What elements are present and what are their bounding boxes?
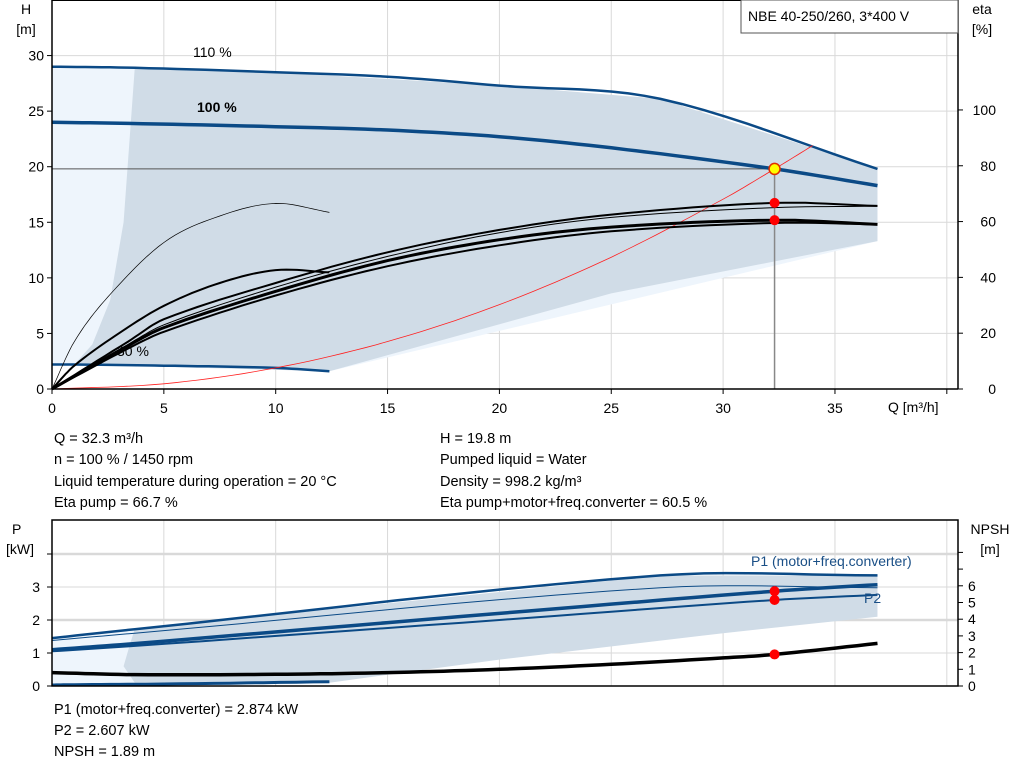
eta-tick-label: 80 (980, 158, 996, 174)
curve-h100 (51, 120, 878, 188)
h-tick-label: 10 (28, 270, 44, 286)
h-tick-label: 15 (28, 214, 44, 230)
curve-h110 (51, 65, 878, 171)
h-tick-label: 5 (36, 325, 44, 341)
label-110: 110 % (193, 44, 232, 60)
label-p2: P2 (864, 590, 881, 606)
q-tick-label: 25 (603, 400, 619, 416)
p-axis-label: P (12, 521, 21, 537)
npsh-tick-label: 1 (968, 661, 976, 677)
curve-eta-pump-30 (51, 268, 330, 390)
operating-region-outer (52, 629, 135, 685)
info-p1: P1 (motor+freq.converter) = 2.874 kW (54, 702, 299, 718)
info-head: H = 19.8 m (440, 431, 512, 447)
curve-npsh-100 (51, 641, 878, 677)
head-efficiency-chart: 0 5 10 15 20 25 30 0 20 40 60 80 100 0 5 10 15 20 25 30 35 (28, 0, 996, 416)
eta-axis-unit: [%] (972, 21, 992, 37)
curve-eta-thin-30 (51, 203, 330, 390)
info-liquid: Pumped liquid = Water (440, 452, 587, 468)
npsh-tick-label: 6 (968, 578, 976, 594)
q-tick-label: 0 (48, 400, 56, 416)
curve-eta-total-100 (51, 218, 878, 391)
npsh-tick-label: 5 (968, 594, 976, 610)
curve-p1-110 (51, 571, 878, 640)
label-p1: P1 (motor+freq.converter) (751, 553, 912, 569)
eta-axis-label: eta (972, 1, 992, 17)
p-tick-label: 1 (32, 645, 40, 661)
q-tick-label: 5 (160, 400, 168, 416)
title-box (740, 0, 959, 34)
info-eta-total: Eta pump+motor+freq.converter = 60.5 % (440, 495, 708, 511)
info-eta-pump: Eta pump = 66.7 % (54, 495, 178, 511)
info-flow: Q = 32.3 m³/h (54, 431, 144, 447)
h-tick-label: 20 (28, 159, 44, 175)
plot-frame (51, 519, 959, 687)
p-axis-unit: [kW] (6, 541, 34, 557)
npsh-tick-label: 3 (968, 628, 976, 644)
eta-pump-point (769, 197, 780, 208)
npsh-axis-label: NPSH (971, 521, 1010, 537)
npsh-tick-label: 0 (968, 678, 976, 694)
q-axis-label: Q [m³/h] (888, 399, 939, 415)
curve-eta-total-110 (51, 221, 878, 390)
info-temperature: Liquid temperature during operation = 20… (54, 474, 337, 490)
h-tick-label: 30 (28, 48, 44, 64)
h-axis-unit: [m] (16, 21, 35, 37)
eta-tick-label: 100 (973, 102, 997, 118)
p-tick-label: 0 (32, 678, 40, 694)
npsh-tick-label: 4 (968, 611, 976, 627)
q-tick-label: 15 (380, 400, 396, 416)
p-tick-label: 3 (32, 579, 40, 595)
info-p2: P2 = 2.607 kW (54, 723, 150, 739)
h-tick-label: 25 (28, 103, 44, 119)
eta-tick-label: 40 (980, 269, 996, 285)
curve-eta-pump-100 (51, 201, 878, 390)
eta-tick-label: 0 (988, 381, 996, 397)
npsh-tick-label: 2 (968, 645, 976, 661)
eta-total-point (769, 215, 780, 226)
q-tick-label: 30 (715, 400, 731, 416)
chart-title: NBE 40-250/260, 3*400 V (748, 8, 910, 24)
h-axis-label: H (21, 1, 31, 17)
h-tick-label: 0 (36, 381, 44, 397)
curve-system-curve (51, 145, 813, 390)
info-speed: n = 100 % / 1450 rpm (54, 452, 194, 468)
eta-tick-label: 60 (980, 214, 996, 230)
q-tick-label: 10 (268, 400, 284, 416)
q-tick-label: 35 (827, 400, 843, 416)
operating-region (123, 575, 878, 683)
label-30: 30 % (117, 343, 149, 359)
p1-point (769, 586, 780, 597)
label-100: 100 % (197, 99, 237, 115)
duty-point (768, 162, 781, 176)
curve-p2-100 (51, 593, 878, 653)
p-tick-label: 2 (32, 612, 40, 628)
curve-p2-110 (51, 585, 878, 641)
eta-tick-label: 20 (980, 325, 996, 341)
info-density: Density = 998.2 kg/m³ (440, 474, 582, 490)
curve-h30 (52, 363, 330, 373)
curve-p-30 (52, 680, 330, 687)
curve-eta-pump-110 (51, 205, 878, 390)
p2-point (769, 594, 780, 605)
npsh-point (769, 649, 780, 660)
info-npsh: NPSH = 1.89 m (54, 744, 156, 760)
curve-p1-100 (51, 582, 878, 652)
q-tick-label: 20 (492, 400, 508, 416)
npsh-axis-unit: [m] (980, 541, 999, 557)
